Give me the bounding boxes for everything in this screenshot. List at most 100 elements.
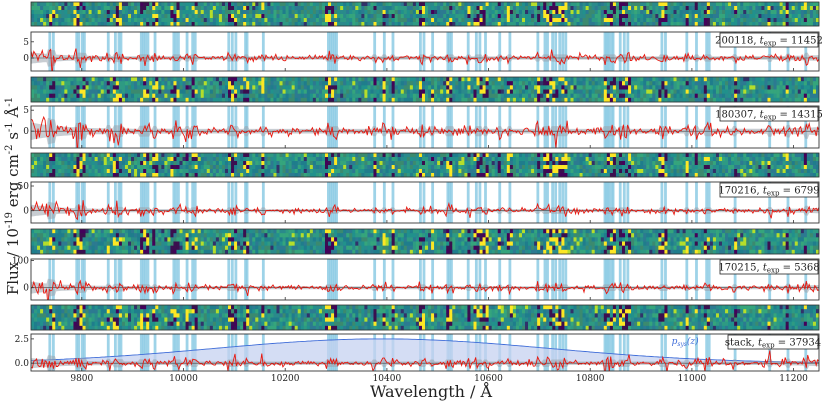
sky-line-band bbox=[119, 259, 123, 300]
sky-line-band bbox=[605, 259, 608, 300]
sky-line-band bbox=[51, 259, 55, 300]
sky-line-band bbox=[244, 182, 247, 223]
x-axis-label: Wavelength / Å bbox=[370, 381, 493, 401]
pzsys-curve bbox=[31, 338, 819, 363]
sky-line-band bbox=[448, 259, 451, 300]
sky-line-band bbox=[536, 182, 540, 223]
sky-line-band bbox=[373, 32, 377, 71]
spectrum-2d-band bbox=[30, 152, 820, 178]
sky-line-band bbox=[185, 259, 189, 300]
sky-line-band bbox=[484, 182, 487, 223]
spectrum-2d-band bbox=[30, 1, 820, 27]
sky-line-band bbox=[153, 32, 157, 71]
sky-line-band bbox=[558, 32, 562, 71]
panel-legend-text: 180307, texp = 14315 bbox=[715, 110, 822, 122]
sky-line-band bbox=[733, 32, 737, 71]
sky-line-band bbox=[707, 182, 711, 223]
sky-line-band bbox=[466, 259, 470, 300]
sky-line-band bbox=[193, 182, 197, 223]
sky-line-band bbox=[139, 334, 143, 371]
sky-line-band bbox=[478, 182, 482, 223]
sky-line-band bbox=[664, 32, 667, 71]
sky-line-band bbox=[391, 32, 395, 71]
sky-line-band bbox=[622, 32, 626, 71]
sky-line-band bbox=[245, 182, 249, 223]
sky-line-band bbox=[786, 334, 790, 371]
sky-line-band bbox=[431, 182, 435, 223]
sky-line-band bbox=[335, 182, 338, 223]
sky-line-band bbox=[466, 182, 470, 223]
sky-line-band bbox=[117, 182, 121, 223]
sky-line-band bbox=[153, 259, 157, 300]
x-tick-label: 11200 bbox=[779, 374, 808, 384]
sky-line-band bbox=[244, 259, 247, 300]
sky-line-band bbox=[245, 259, 249, 300]
sky-line-band bbox=[335, 259, 338, 300]
sky-line-band bbox=[695, 334, 698, 371]
sky-line-band bbox=[498, 182, 502, 223]
sky-line-band bbox=[450, 32, 453, 71]
sky-line-band bbox=[327, 32, 330, 71]
sky-line-band bbox=[786, 259, 790, 300]
panel-legend-box bbox=[719, 259, 819, 275]
y-tick-label: 5 bbox=[23, 38, 29, 48]
sky-line-band bbox=[705, 32, 709, 71]
sky-line-band bbox=[146, 32, 150, 71]
sky-line-band bbox=[106, 259, 110, 300]
sky-line-band bbox=[474, 259, 478, 300]
sky-line-band bbox=[80, 182, 84, 223]
sky-line-band bbox=[331, 32, 334, 71]
sky-line-band bbox=[603, 32, 607, 71]
x-tick-label: 10000 bbox=[169, 374, 198, 384]
sky-line-band bbox=[608, 259, 611, 300]
sky-line-band bbox=[230, 259, 234, 300]
sky-line-band bbox=[786, 182, 790, 223]
sky-line-band bbox=[603, 259, 607, 300]
sky-line-band bbox=[474, 182, 478, 223]
sky-line-band bbox=[77, 334, 81, 371]
sky-line-band bbox=[448, 32, 451, 71]
sky-line-band bbox=[234, 259, 238, 300]
sky-line-band bbox=[329, 259, 332, 300]
sky-line-band bbox=[660, 259, 664, 300]
sky-line-band bbox=[143, 259, 147, 300]
sky-line-band bbox=[106, 182, 110, 223]
sky-line-band bbox=[77, 182, 81, 223]
sky-line-band bbox=[498, 32, 502, 71]
sky-line-band bbox=[608, 182, 611, 223]
sky-line-band bbox=[605, 32, 608, 71]
sky-line-band bbox=[174, 259, 178, 300]
panel-frame bbox=[30, 181, 820, 224]
sky-line-band bbox=[705, 182, 709, 223]
sky-line-band bbox=[804, 182, 808, 223]
sky-line-band bbox=[685, 182, 689, 223]
sky-line-band bbox=[804, 334, 808, 371]
sky-line-band bbox=[543, 259, 547, 300]
sky-line-band bbox=[329, 182, 332, 223]
panel-legend-text: 200118, texp = 11452 bbox=[715, 36, 822, 48]
sky-line-band bbox=[431, 259, 435, 300]
sky-line-band bbox=[484, 259, 487, 300]
sky-line-band bbox=[685, 32, 689, 71]
y-tick-label: 0 bbox=[23, 284, 29, 294]
sky-line-band bbox=[146, 182, 150, 223]
sky-line-band bbox=[608, 32, 611, 71]
sky-line-band bbox=[551, 259, 555, 300]
spectrum-panel: 5 0 200118, texp = 11452 bbox=[23, 31, 822, 72]
sky-line-band bbox=[733, 259, 737, 300]
x-tick-label: 10200 bbox=[271, 374, 300, 384]
panel-legend-text: stack, texp = 37934 bbox=[725, 338, 821, 350]
sky-line-band bbox=[419, 182, 422, 223]
sky-line-band bbox=[191, 32, 195, 71]
y-axis-label: Flux / 10-19 erg cm-2 s-1 Å-1 bbox=[4, 97, 22, 295]
sky-line-band bbox=[450, 182, 453, 223]
sky-line-band bbox=[82, 259, 86, 300]
sky-line-band bbox=[191, 259, 195, 300]
sky-line-band bbox=[117, 334, 121, 371]
sky-line-band bbox=[611, 32, 615, 71]
sky-line-band bbox=[141, 32, 145, 71]
sky-line-band bbox=[606, 334, 610, 371]
spectrum-panel: 2.5 0.0 stack, texp = 37934 psys(z) 9800 1000… bbox=[15, 333, 821, 384]
x-tick-label: 10600 bbox=[474, 374, 503, 384]
sky-line-band bbox=[551, 182, 555, 223]
